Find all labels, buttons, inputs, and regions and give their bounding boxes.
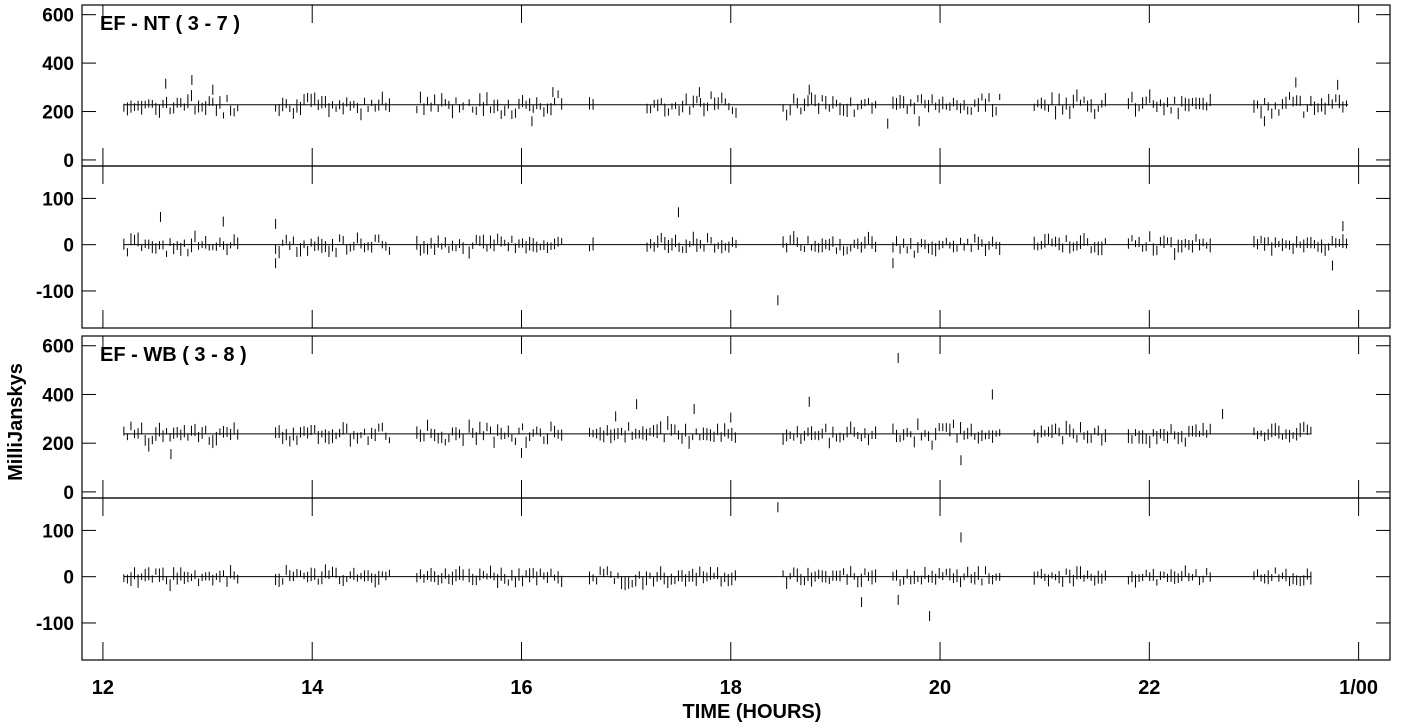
y-axis-label: MilliJanskys [5,363,27,481]
y-tick-label: 200 [42,434,74,455]
baseline-label: EF - WB ( 3 - 8 ) [100,344,247,366]
y-tick-label: 400 [42,385,74,406]
y-tick-label: 200 [42,103,74,124]
panel-frame-1 [81,165,1391,329]
y-tick-label: -100 [36,282,74,303]
y-tick-label: -100 [36,614,74,635]
y-tick-label: 600 [42,6,74,27]
data-marks [123,75,1349,622]
x-tick-label: 16 [510,677,532,699]
x-tick-label: 14 [301,677,324,699]
x-tick-label: 12 [92,677,114,699]
y-tick-label: 100 [42,189,74,210]
y-tick-label: 0 [63,151,74,172]
y-tick-label: 0 [63,236,74,257]
panel-frame-2 [81,335,1391,499]
x-tick-label: 1/00 [1339,677,1378,699]
y-tick-label: 100 [42,521,74,542]
y-tick-label: 0 [63,483,74,504]
x-tick-label: 18 [720,677,742,699]
y-tick-label: 600 [42,337,74,358]
x-axis-label: TIME (HOURS) [683,701,822,723]
panel-frame-0 [81,4,1391,167]
x-tick-label: 20 [929,677,951,699]
panel-frame-3 [81,497,1391,661]
y-tick-label: 0 [63,568,74,589]
x-tick-label: 22 [1138,677,1160,699]
baseline-label: EF - NT ( 3 - 7 ) [100,13,240,35]
y-tick-label: 400 [42,54,74,75]
axis-labels: MilliJanskys TIME (HOURS) [5,363,821,723]
